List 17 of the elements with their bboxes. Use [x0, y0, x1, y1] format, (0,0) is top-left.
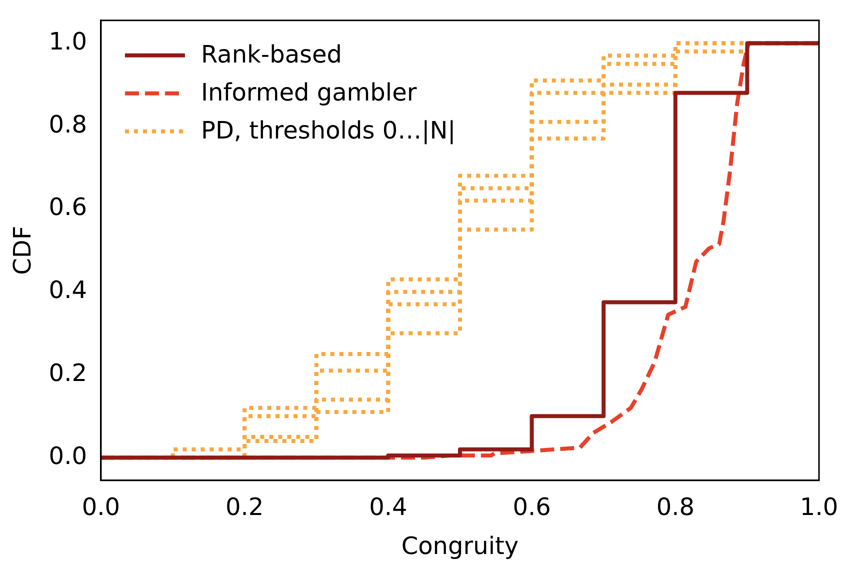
legend-label: Informed gambler [200, 78, 417, 107]
y-tick-label: 0.6 [48, 193, 87, 222]
y-tick-label: 0.2 [48, 358, 87, 387]
y-tick-label: 1.0 [48, 27, 87, 56]
legend-label: Rank-based [200, 40, 342, 69]
x-tick-label: 1.0 [800, 493, 838, 522]
y-tick-label: 0.8 [48, 110, 87, 138]
x-tick-label: 0.6 [512, 493, 551, 522]
x-axis-title: Congruity [401, 532, 519, 560]
x-tick-label: 0.2 [225, 493, 264, 522]
x-tick-label: 0.4 [369, 493, 408, 522]
legend-label: PD, thresholds 0…|N| [200, 116, 456, 145]
x-tick-label: 0.8 [656, 493, 694, 522]
y-axis-title: CDF [8, 226, 37, 275]
y-tick-label: 0.0 [48, 442, 87, 470]
y-tick-label: 0.4 [48, 276, 87, 304]
x-tick-label: 0.0 [82, 493, 120, 522]
